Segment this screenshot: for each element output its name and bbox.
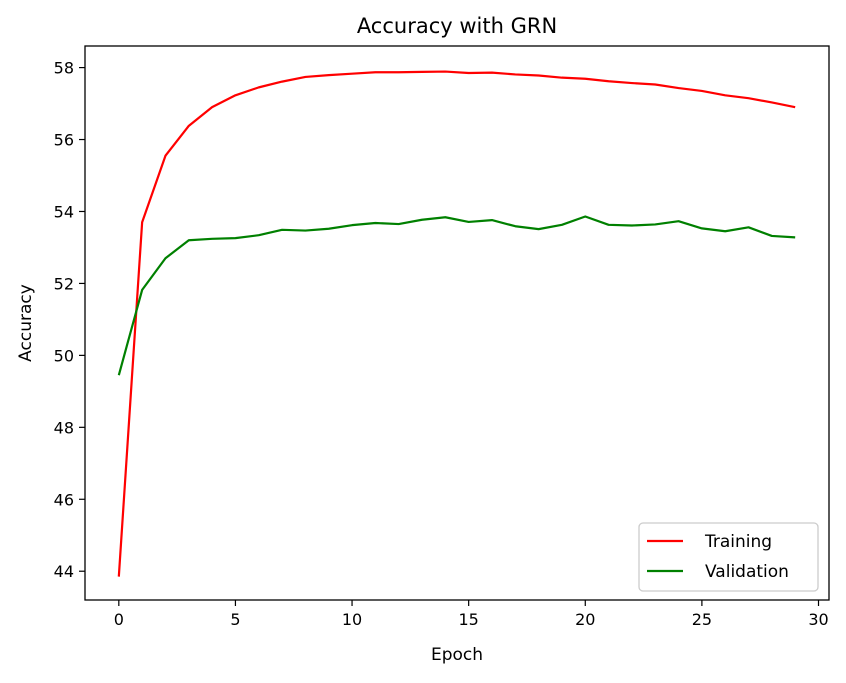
x-tick-label: 20	[575, 610, 595, 629]
plot-frame	[84, 45, 830, 601]
x-tick-label: 30	[808, 610, 828, 629]
y-tick-label: 50	[54, 346, 74, 365]
x-axis-ticks: 0 5 10 15 20 25 30	[114, 600, 829, 629]
y-axis-ticks: 44 46 48 50 52 54 56 58	[54, 59, 85, 581]
y-tick-label: 58	[54, 59, 74, 78]
y-tick-label: 54	[54, 202, 74, 221]
y-axis-label: Accuracy	[16, 284, 36, 362]
y-tick-label: 48	[54, 418, 74, 437]
x-tick-label: 15	[458, 610, 478, 629]
x-tick-label: 10	[342, 610, 362, 629]
y-tick-label: 46	[54, 490, 74, 509]
series-line-validation	[117, 215, 796, 376]
x-axis-label: Epoch	[431, 645, 483, 665]
series-line-training	[117, 70, 796, 577]
x-tick-label: 25	[692, 610, 712, 629]
legend-label-training: Training	[704, 532, 772, 552]
legend: Training Validation	[638, 522, 819, 592]
y-tick-label: 56	[54, 131, 74, 150]
y-tick-label: 44	[54, 562, 74, 581]
legend-label-validation: Validation	[705, 562, 789, 582]
y-tick-label: 52	[54, 274, 74, 293]
x-tick-label: 5	[230, 610, 240, 629]
chart-title: Accuracy with GRN	[357, 14, 557, 38]
series-layer	[117, 70, 796, 577]
legend-box	[638, 522, 819, 592]
x-tick-label: 0	[114, 610, 124, 629]
